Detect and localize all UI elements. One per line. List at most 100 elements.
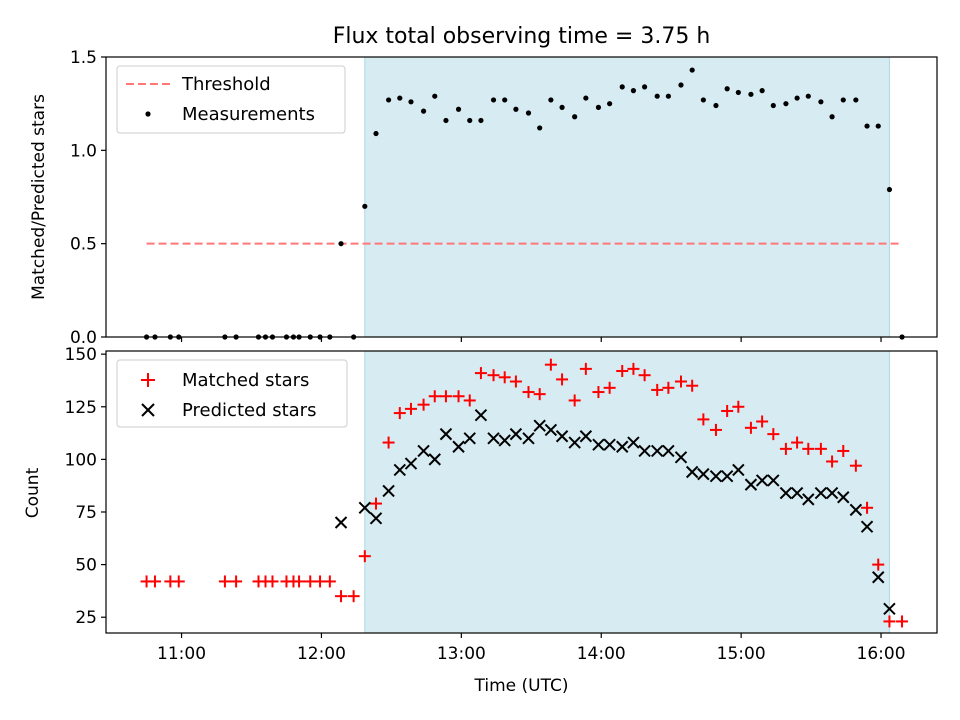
bottom-axes-frame xyxy=(105,350,938,634)
y-tick-label: 0.0 xyxy=(70,328,97,348)
predicted-star-point xyxy=(382,484,395,498)
matched-star-point xyxy=(533,388,546,401)
predicted-star-point xyxy=(509,427,523,441)
measurement-point xyxy=(490,97,497,103)
predicted-star-point xyxy=(544,423,558,437)
legend-predicted-label: Predicted stars xyxy=(182,400,316,421)
bottom-y-axis-label: Count xyxy=(23,467,43,518)
predicted-star-point xyxy=(579,430,593,443)
x-tick-label: 14:00 xyxy=(577,644,626,664)
predicted-star-point xyxy=(662,444,675,458)
measurement-point xyxy=(724,86,730,92)
predicted-star-point xyxy=(709,470,723,483)
matched-star-point xyxy=(404,402,417,415)
measurement-point xyxy=(654,93,660,99)
measurement-point xyxy=(748,91,754,97)
measurement-point xyxy=(829,114,835,120)
matched-star-point xyxy=(358,550,371,563)
matched-star-point xyxy=(335,590,348,603)
predicted-star-point xyxy=(767,474,780,487)
legend-matched-label: Matched stars xyxy=(182,370,309,391)
measurement-point xyxy=(513,106,519,112)
matched-star-point xyxy=(686,379,699,392)
measurement-point xyxy=(665,93,671,99)
chart-title: Flux total observing time = 3.75 h xyxy=(333,24,711,49)
predicted-star-point xyxy=(802,493,815,506)
y-tick-label: 50 xyxy=(75,556,97,576)
measurement-point xyxy=(735,89,741,96)
matched-star-point xyxy=(474,367,487,380)
matched-star-point xyxy=(674,375,687,388)
measurement-point xyxy=(607,101,613,107)
measurement-point xyxy=(700,97,706,103)
measurement-point xyxy=(502,97,508,103)
y-tick-label: 0.5 xyxy=(70,235,97,255)
predicted-star-point xyxy=(533,419,546,432)
predicted-star-point xyxy=(522,432,535,445)
predicted-star-point xyxy=(428,453,441,466)
predicted-star-point xyxy=(825,486,839,500)
top-legend: Threshold Measurements xyxy=(116,65,346,134)
predicted-star-point xyxy=(487,432,500,445)
measurement-point xyxy=(770,102,776,109)
measurement-point xyxy=(420,108,427,114)
predicted-star-point xyxy=(697,467,710,481)
observing-window-span xyxy=(364,350,890,634)
predicted-star-point xyxy=(883,602,896,616)
matched-star-point xyxy=(896,615,909,628)
predicted-star-point xyxy=(755,474,769,487)
predicted-star-point xyxy=(603,438,616,451)
measurement-point xyxy=(853,97,859,103)
matched-star-point xyxy=(463,394,476,407)
predicted-star-point xyxy=(404,457,418,470)
predicted-star-point xyxy=(555,430,569,443)
predicted-star-point xyxy=(474,408,488,422)
y-tick-label: 1.0 xyxy=(70,141,97,161)
predicted-star-point xyxy=(685,465,699,479)
predicted-star-point xyxy=(358,501,372,514)
measurement-point xyxy=(338,241,344,247)
measurement-point xyxy=(373,130,379,137)
matched-star-point xyxy=(382,436,395,449)
predicted-star-point xyxy=(417,444,430,458)
measurement-point xyxy=(397,95,403,101)
matched-star-point xyxy=(556,373,569,386)
measurement-point xyxy=(642,84,648,90)
predicted-star-point xyxy=(674,451,688,464)
measurement-point xyxy=(678,82,684,88)
measurement-point xyxy=(559,104,565,110)
measurement-point xyxy=(595,104,602,110)
x-tick-label: 12:00 xyxy=(297,644,346,664)
matched-star-point xyxy=(487,369,500,382)
matched-star-point xyxy=(148,575,161,588)
x-tick-label: 11:00 xyxy=(157,644,206,664)
measurement-point xyxy=(875,123,881,129)
predicted-star-point xyxy=(627,436,640,449)
matched-star-point xyxy=(791,436,804,449)
predicted-star-point xyxy=(744,478,758,491)
measurement-point xyxy=(385,97,392,103)
matched-star-point xyxy=(509,375,522,388)
matched-star-point xyxy=(756,415,769,428)
matched-star-point xyxy=(638,369,651,382)
measurement-point xyxy=(443,117,449,124)
predicted-star-point xyxy=(860,520,874,533)
observing-window-span xyxy=(364,56,890,338)
measurement-point xyxy=(840,97,846,103)
measurement-point xyxy=(630,88,637,94)
predicted-star-point xyxy=(650,444,664,458)
matched-star-point xyxy=(651,383,664,396)
legend-predicted-swatch xyxy=(141,403,155,417)
y-tick-label: 150 xyxy=(65,345,97,365)
predicted-star-point xyxy=(498,434,511,447)
x-tick-label: 13:00 xyxy=(437,644,486,664)
matched-star-point xyxy=(744,421,757,434)
matched-star-point xyxy=(616,364,629,377)
y-tick-label: 75 xyxy=(75,503,97,523)
top-observing-window-shade xyxy=(364,56,890,338)
matched-star-point xyxy=(293,575,306,588)
predicted-star-point xyxy=(720,470,734,483)
legend-measurements-label: Measurements xyxy=(182,104,315,125)
matched-star-point xyxy=(872,558,885,571)
measurement-point xyxy=(689,67,695,73)
